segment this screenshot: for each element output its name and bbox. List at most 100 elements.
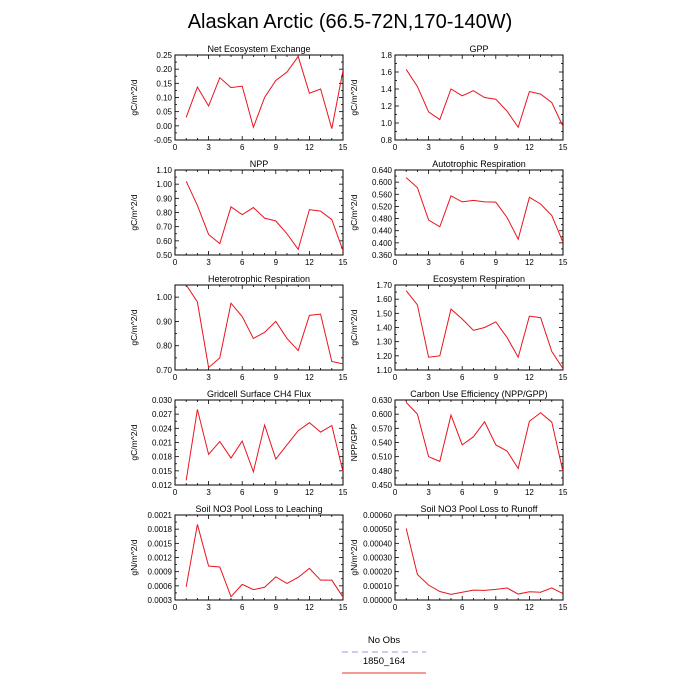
panel-7: Gridcell Surface CH4 Flux 0 3 6 9 12 15 0.012 0.… — [129, 389, 348, 497]
y-tick-label: 0.480 — [372, 467, 393, 476]
x-tick-label: 0 — [173, 258, 178, 267]
panel-2: GPP 0 3 6 9 12 15 0.8 1.0 1.2 1.4 1.6 1.8 gC/m^2/d — [349, 44, 568, 152]
y-tick-label: 0.00010 — [363, 582, 392, 591]
y-tick-label: 0.90 — [156, 317, 172, 326]
series-line — [405, 402, 563, 472]
series-line — [405, 69, 563, 129]
plot-frame — [394, 514, 564, 601]
y-tick-label: 0.00060 — [363, 511, 392, 520]
y-tick-label: 1.20 — [376, 352, 392, 361]
plot-frame — [174, 284, 344, 371]
y-tick-label: 0.027 — [152, 410, 173, 419]
panel-10: Soil NO3 Pool Loss to Runoff 0 3 6 9 12 15 0.00… — [349, 504, 568, 612]
x-tick-label: 12 — [305, 603, 314, 612]
y-tick-label: 0.440 — [372, 227, 393, 236]
x-tick-label: 12 — [305, 373, 314, 382]
y-axis-label: gC/m^2/d — [349, 309, 359, 345]
x-tick-label: 0 — [393, 373, 398, 382]
x-tick-label: 15 — [339, 143, 348, 152]
y-tick-label: 0.8 — [381, 136, 393, 145]
y-tick-label: 0.00020 — [363, 568, 392, 577]
x-tick-label: 3 — [206, 603, 211, 612]
main-title: Alaskan Arctic (66.5-72N,170-140W) — [188, 11, 513, 33]
plot-frame — [394, 399, 564, 486]
y-tick-label: 0.450 — [372, 481, 393, 490]
x-tick-label: 15 — [339, 488, 348, 497]
x-tick-label: 6 — [460, 603, 465, 612]
y-tick-label: 1.60 — [376, 295, 392, 304]
series-line — [185, 524, 343, 598]
x-tick-label: 3 — [206, 258, 211, 267]
panel-9: Soil NO3 Pool Loss to Leaching 0 3 6 9 12 15 0.… — [129, 504, 348, 612]
y-tick-label: 0.480 — [372, 215, 393, 224]
x-tick-label: 3 — [426, 143, 431, 152]
y-tick-label: 0.50 — [156, 251, 172, 260]
x-tick-label: 0 — [173, 143, 178, 152]
x-tick-label: 12 — [305, 143, 314, 152]
x-tick-label: 6 — [460, 373, 465, 382]
panel-1: Net Ecosystem Exchange 0 3 6 9 12 15 -0.05 0.00 0… — [129, 44, 348, 152]
y-tick-label: 0.90 — [156, 194, 172, 203]
x-tick-label: 3 — [206, 488, 211, 497]
panel-6: Ecosystem Respiration 0 3 6 9 12 15 1.10 1.20 1.3… — [349, 274, 568, 382]
panel-title: NPP — [250, 159, 269, 169]
y-tick-label: 0.360 — [372, 251, 393, 260]
y-axis-label: gN/m^2/d — [129, 539, 139, 575]
panel-3: NPP 0 3 6 9 12 15 0.50 0.60 0.70 0.80 0.90 1.00 1.10 g… — [129, 159, 348, 267]
legend: No Obs 1850_164 — [342, 635, 426, 674]
series-line — [405, 290, 563, 369]
x-tick-label: 6 — [240, 488, 245, 497]
x-tick-label: 15 — [559, 488, 568, 497]
y-tick-label: 0.0009 — [148, 568, 173, 577]
y-tick-label: 1.6 — [381, 68, 393, 77]
plot-frame — [174, 514, 344, 601]
x-tick-label: 0 — [393, 143, 398, 152]
panel-title: Gridcell Surface CH4 Flux — [207, 389, 312, 399]
y-tick-label: 1.00 — [156, 180, 172, 189]
y-tick-label: 1.0 — [381, 119, 393, 128]
y-axis-label: gC/m^2/d — [349, 194, 359, 230]
y-tick-label: 0.80 — [156, 209, 172, 218]
x-tick-label: 9 — [494, 373, 499, 382]
y-tick-label: 0.018 — [152, 453, 173, 462]
series-line — [185, 181, 343, 251]
y-tick-label: 0.510 — [372, 453, 393, 462]
y-tick-label: 0.00040 — [363, 539, 392, 548]
x-tick-label: 3 — [426, 373, 431, 382]
x-tick-label: 15 — [559, 143, 568, 152]
y-tick-label: 0.0012 — [148, 554, 173, 563]
panel-title: Soil NO3 Pool Loss to Leaching — [195, 504, 322, 514]
y-tick-label: 0.0021 — [148, 511, 173, 520]
x-tick-label: 12 — [525, 143, 534, 152]
y-tick-label: -0.05 — [154, 136, 173, 145]
y-tick-label: 1.50 — [376, 309, 392, 318]
x-tick-label: 3 — [426, 258, 431, 267]
panel-4: Autotrophic Respiration 0 3 6 9 12 15 0.360 0.40… — [349, 159, 568, 267]
y-tick-label: 0.00000 — [363, 596, 392, 605]
plot-frame — [394, 169, 564, 256]
y-axis-label: gC/m^2/d — [129, 79, 139, 115]
x-tick-label: 9 — [274, 488, 279, 497]
y-tick-label: 0.10 — [156, 94, 172, 103]
x-tick-label: 0 — [173, 373, 178, 382]
x-tick-label: 9 — [494, 603, 499, 612]
x-tick-label: 3 — [426, 603, 431, 612]
x-tick-label: 12 — [525, 258, 534, 267]
y-tick-label: 0.015 — [152, 467, 173, 476]
y-tick-label: 0.0006 — [148, 582, 173, 591]
panel-title: Net Ecosystem Exchange — [207, 44, 310, 54]
x-tick-label: 9 — [274, 258, 279, 267]
x-tick-label: 15 — [339, 373, 348, 382]
y-tick-label: 0.20 — [156, 65, 172, 74]
y-tick-label: 0.00 — [156, 122, 172, 131]
x-tick-label: 3 — [426, 488, 431, 497]
y-tick-label: 1.30 — [376, 338, 392, 347]
y-axis-label: gC/m^2/d — [129, 309, 139, 345]
x-tick-label: 9 — [494, 143, 499, 152]
x-tick-label: 12 — [305, 258, 314, 267]
x-tick-label: 15 — [559, 373, 568, 382]
x-tick-label: 15 — [559, 258, 568, 267]
y-tick-label: 1.8 — [381, 51, 393, 60]
